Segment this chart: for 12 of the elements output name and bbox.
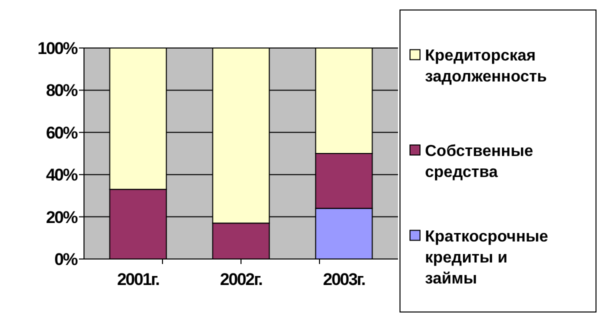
y-tick-label: 40%	[46, 166, 78, 185]
x-tick-label: 2003г.	[322, 270, 366, 289]
y-tick-label: 80%	[46, 81, 78, 100]
y-tick-label: 20%	[46, 208, 78, 227]
y-tick-label: 0%	[54, 250, 78, 269]
x-tick-label: 2002г.	[220, 270, 262, 289]
x-tick-label: 2001г.	[117, 270, 160, 289]
legend-label: Собственные средства	[425, 143, 534, 181]
legend-label: Краткосрочные кредиты и займы	[425, 228, 548, 288]
y-tick-label: 60%	[46, 123, 78, 142]
y-tick-label: 100%	[38, 39, 78, 58]
legend-label: Кредиторская задолженность	[425, 48, 547, 86]
